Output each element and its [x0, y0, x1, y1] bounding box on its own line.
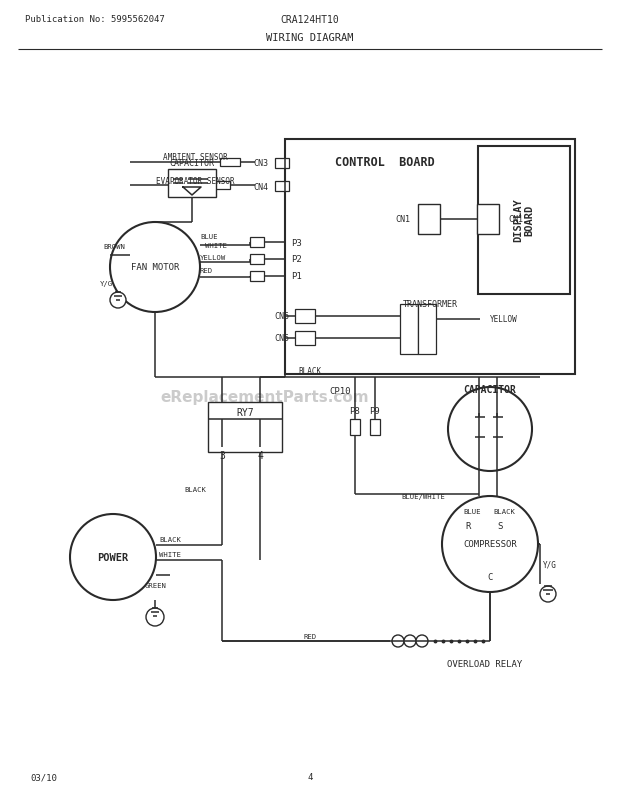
Circle shape: [110, 223, 200, 313]
Text: WHITE: WHITE: [205, 243, 227, 249]
Bar: [275, 159, 289, 168]
Text: Y/G: Y/G: [100, 281, 113, 286]
Text: AMBIENT SENSOR: AMBIENT SENSOR: [162, 153, 228, 162]
Text: TRANSFORMER: TRANSFORMER: [402, 300, 458, 309]
Text: P2: P2: [291, 255, 302, 264]
Text: DISPLAY
BOARD: DISPLAY BOARD: [513, 198, 535, 241]
Bar: [250, 272, 264, 282]
Text: YELLOW: YELLOW: [200, 255, 226, 261]
Text: 3: 3: [219, 451, 225, 460]
Text: CN4: CN4: [253, 182, 268, 191]
Bar: [220, 159, 240, 167]
Text: CRA124HT10: CRA124HT10: [281, 15, 339, 25]
Text: CN5: CN5: [274, 334, 289, 343]
Text: BLUE: BLUE: [200, 233, 218, 240]
Text: P9: P9: [370, 407, 381, 416]
Text: P8: P8: [350, 407, 360, 416]
Text: S: S: [497, 522, 503, 531]
Text: P1: P1: [291, 272, 302, 282]
Circle shape: [392, 635, 404, 647]
Text: eReplacementParts.com: eReplacementParts.com: [161, 390, 370, 405]
Text: CN3: CN3: [253, 160, 268, 168]
Text: BLACK: BLACK: [159, 537, 181, 542]
Text: BLACK: BLACK: [298, 367, 322, 376]
Text: FAN MOTOR: FAN MOTOR: [131, 263, 179, 272]
Text: CN6: CN6: [274, 312, 289, 321]
Text: EVAPORATOR SENSOR: EVAPORATOR SENSOR: [156, 176, 234, 185]
Circle shape: [540, 586, 556, 602]
Text: OVERLOAD RELAY: OVERLOAD RELAY: [448, 660, 523, 669]
Text: C: C: [487, 573, 493, 581]
Circle shape: [146, 608, 164, 626]
Text: RY7: RY7: [236, 407, 254, 418]
Bar: [478, 147, 570, 294]
Bar: [168, 170, 216, 198]
Text: BLUE: BLUE: [463, 508, 480, 514]
Circle shape: [448, 387, 532, 472]
Text: CN1: CN1: [508, 215, 523, 225]
Text: CAPACITOR: CAPACITOR: [464, 384, 516, 395]
Bar: [418, 205, 440, 235]
Text: BLACK: BLACK: [493, 508, 515, 514]
Text: CP10: CP10: [329, 387, 351, 396]
Text: POWER: POWER: [97, 553, 128, 562]
Text: WIRING DIAGRAM: WIRING DIAGRAM: [266, 33, 354, 43]
Text: P3: P3: [291, 238, 302, 247]
Text: BROWN: BROWN: [103, 244, 125, 249]
Bar: [250, 255, 264, 265]
Text: CAPACITOR: CAPACITOR: [169, 158, 215, 168]
Circle shape: [404, 635, 416, 647]
Circle shape: [110, 293, 126, 309]
Text: R: R: [466, 522, 471, 531]
Bar: [295, 310, 315, 323]
Text: WHITE: WHITE: [159, 551, 181, 557]
Text: RED: RED: [200, 268, 213, 273]
Text: Y/G: Y/G: [543, 560, 557, 569]
Bar: [400, 305, 418, 354]
Bar: [208, 403, 282, 452]
Bar: [210, 182, 230, 190]
Bar: [350, 419, 360, 435]
Bar: [275, 182, 289, 192]
Text: BLACK: BLACK: [184, 486, 206, 492]
Text: 4: 4: [257, 451, 263, 460]
Bar: [477, 205, 499, 235]
Text: CN1: CN1: [395, 215, 410, 225]
Bar: [295, 331, 315, 346]
Bar: [370, 419, 380, 435]
Circle shape: [416, 635, 428, 647]
Bar: [285, 140, 575, 375]
Text: COMPRESSOR: COMPRESSOR: [463, 540, 517, 549]
Text: 4: 4: [308, 772, 312, 781]
Text: Publication No: 5995562047: Publication No: 5995562047: [25, 15, 165, 25]
Text: GREEN: GREEN: [145, 582, 167, 588]
Circle shape: [442, 496, 538, 592]
Text: BLUE/WHITE: BLUE/WHITE: [401, 493, 445, 500]
Text: YELLOW: YELLOW: [490, 315, 518, 324]
Text: 03/10: 03/10: [30, 772, 57, 781]
Circle shape: [70, 514, 156, 600]
Text: RED: RED: [303, 634, 317, 639]
Bar: [418, 305, 436, 354]
Bar: [250, 237, 264, 248]
Text: CONTROL  BOARD: CONTROL BOARD: [335, 156, 435, 168]
